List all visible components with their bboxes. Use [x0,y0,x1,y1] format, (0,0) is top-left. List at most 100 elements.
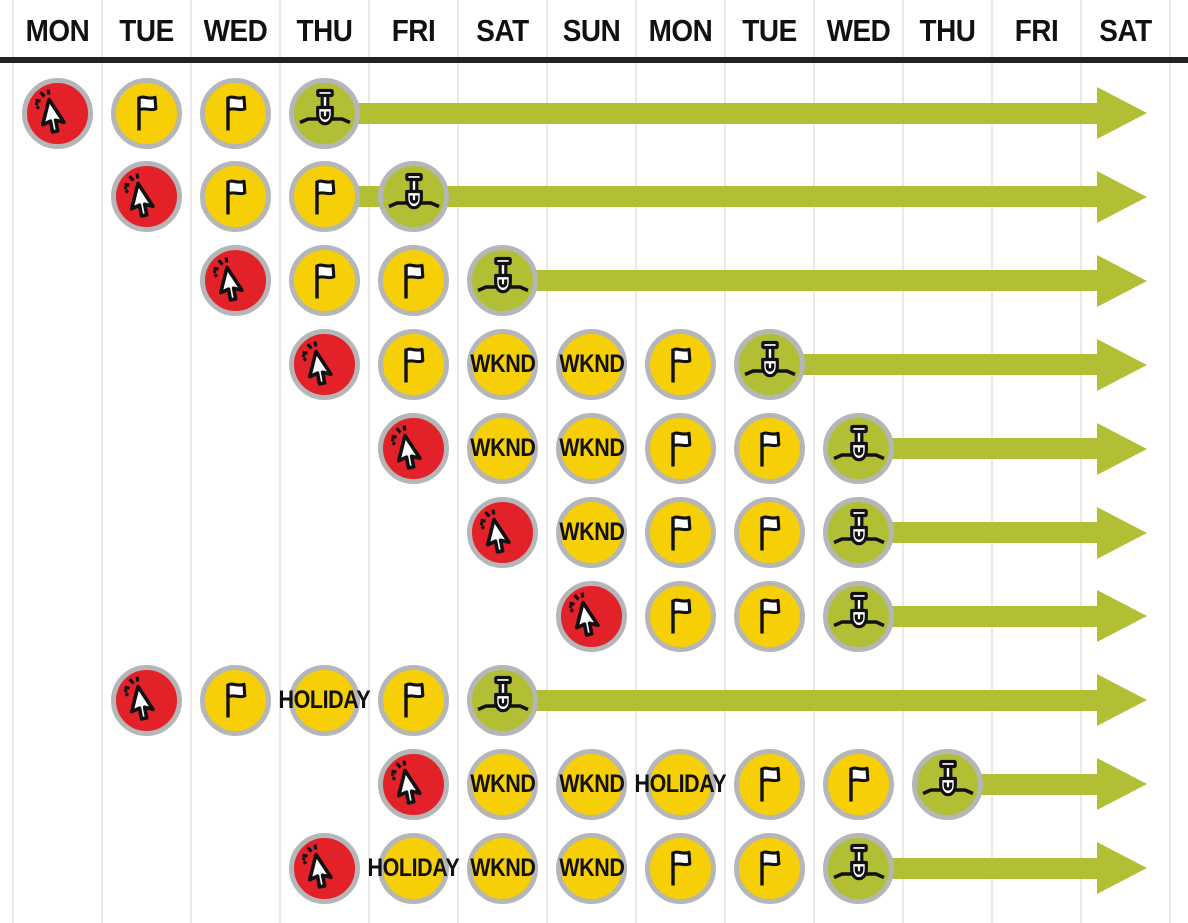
column-gridline [813,0,815,923]
flag-day-marker [734,580,805,652]
day-header: WED [826,13,891,48]
column-gridline [1080,0,1082,923]
flag-day-marker [734,832,805,904]
holiday-label: HOLIDAY [278,685,371,714]
flag-day-marker [200,77,271,149]
marking-flag-icon [136,95,157,131]
weekend-day-marker: WKND [556,413,627,485]
column-gridline [101,0,103,923]
timeline-arrow-head [1097,170,1147,223]
timeline-arrow-shaft [947,773,1099,795]
weekend-label: WKND [558,434,625,463]
order-click-cursor-icon [123,676,155,722]
order-day-marker [467,497,538,568]
column-gridline [279,0,281,923]
flag-day-marker [378,329,449,401]
order-click-cursor-icon [479,508,511,554]
flag-day-marker [645,580,716,652]
column-gridline [12,0,14,923]
flag-day-marker [823,748,894,820]
column-gridline [457,0,459,923]
order-click-cursor-icon [123,173,155,218]
timeline-arrow-shaft [858,522,1099,543]
dig-shovel-icon [921,760,974,797]
timeline-arrow-shaft [502,270,1099,292]
marking-flag-icon [403,347,424,383]
order-day-marker [289,329,360,401]
column-gridline [635,0,637,923]
weekend-label: WKND [469,853,536,882]
dig-day-marker [734,329,805,401]
order-click-cursor-icon [301,844,333,889]
dig-shovel-icon [387,172,440,210]
order-click-cursor-icon [301,341,333,386]
timeline-arrow-shaft [502,689,1099,711]
timeline-arrow-shaft [858,605,1099,627]
marking-flag-icon [759,766,780,802]
holiday-day-marker: HOLIDAY [368,832,460,904]
order-day-marker [111,161,182,233]
flag-day-marker [289,161,360,233]
marking-flag-icon [848,766,869,802]
dig-shovel-icon [832,424,885,461]
weekend-label: WKND [469,434,536,463]
order-day-marker [22,77,93,149]
weekend-label: WKND [558,853,625,882]
timeline-arrow-head [1097,87,1147,139]
flag-day-marker [734,748,805,820]
order-click-cursor-icon [212,257,244,302]
timeline-arrow-head [1097,254,1147,307]
dig-day-marker [912,748,983,820]
timeline-arrow-head [1097,674,1147,727]
order-day-marker [556,580,627,652]
header-rule [0,57,1188,63]
weekend-day-marker: WKND [556,497,627,568]
dig-day-marker [467,664,538,736]
order-day-marker [378,413,449,485]
weekend-day-marker: WKND [556,329,627,401]
order-day-marker [378,748,449,820]
holiday-label: HOLIDAY [367,853,460,882]
day-header: THU [296,13,353,48]
marking-flag-icon [670,598,691,634]
marking-flag-icon [670,431,691,467]
marking-flag-icon [759,598,780,634]
marking-flag-icon [314,179,335,215]
marking-flag-icon [225,682,246,718]
column-gridline [724,0,726,923]
marking-flag-icon [759,515,780,550]
dig-day-marker [823,497,894,568]
dig-shovel-icon [832,508,885,545]
timeline-arrow-shaft [324,102,1099,124]
dig-shovel-icon [743,340,796,377]
column-gridline [190,0,192,923]
weekend-label: WKND [469,350,536,379]
column-gridline [991,0,993,923]
dig-shovel-icon [476,256,529,294]
flag-day-marker [645,497,716,568]
column-gridline [1169,0,1171,923]
timeline-arrow-shaft [858,857,1099,879]
timeline-arrow-shaft [769,354,1099,376]
flag-day-marker [378,245,449,317]
dig-day-marker [823,413,894,485]
day-header: SUN [562,13,621,48]
column-gridline [902,0,904,923]
dig-day-marker [467,245,538,317]
flag-day-marker [734,413,805,485]
holiday-day-marker: HOLIDAY [279,664,371,736]
dig-shovel-icon [832,843,885,881]
column-gridline [368,0,370,923]
flag-day-marker [645,413,716,485]
timeline-arrow-head [1097,842,1147,895]
holiday-day-marker: HOLIDAY [635,748,727,820]
marking-flag-icon [403,263,424,299]
order-click-cursor-icon [390,760,422,805]
